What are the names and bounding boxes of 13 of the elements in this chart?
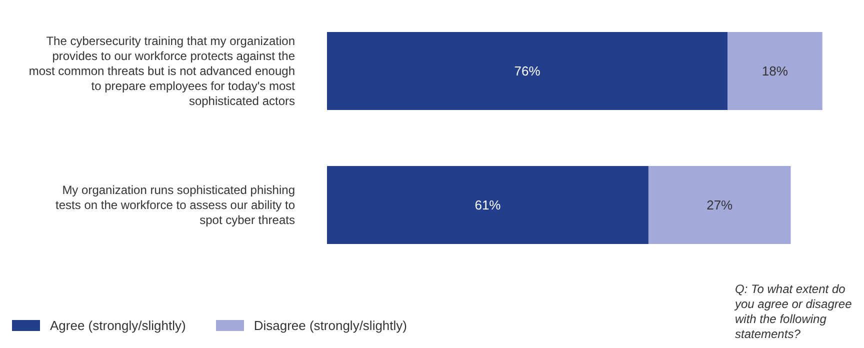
data-label: 61% [474,198,502,213]
legend-label: Agree (strongly/slightly) [50,318,186,333]
bar [648,166,791,244]
data-label: 18% [762,64,788,79]
data-label: 76% [514,64,541,79]
bar [327,166,648,244]
legend-label: Disagree (strongly/slightly) [254,318,407,333]
data-label: 27% [706,198,734,213]
text: Q: To what extent do you agree or disagree with the following statements? [735,282,853,342]
y-tick-label: My organization runs sophisticated phishing tests on the workforce to assess our ability to spot cyber threats [56,183,296,228]
y-tick-label: The cybersecurity training that my organization provides to our workforce protects against the most common threats but is not advanced enough to prepare employees for today's most sophisticated actors [28,34,296,108]
bar [728,32,822,110]
bar [327,32,728,110]
